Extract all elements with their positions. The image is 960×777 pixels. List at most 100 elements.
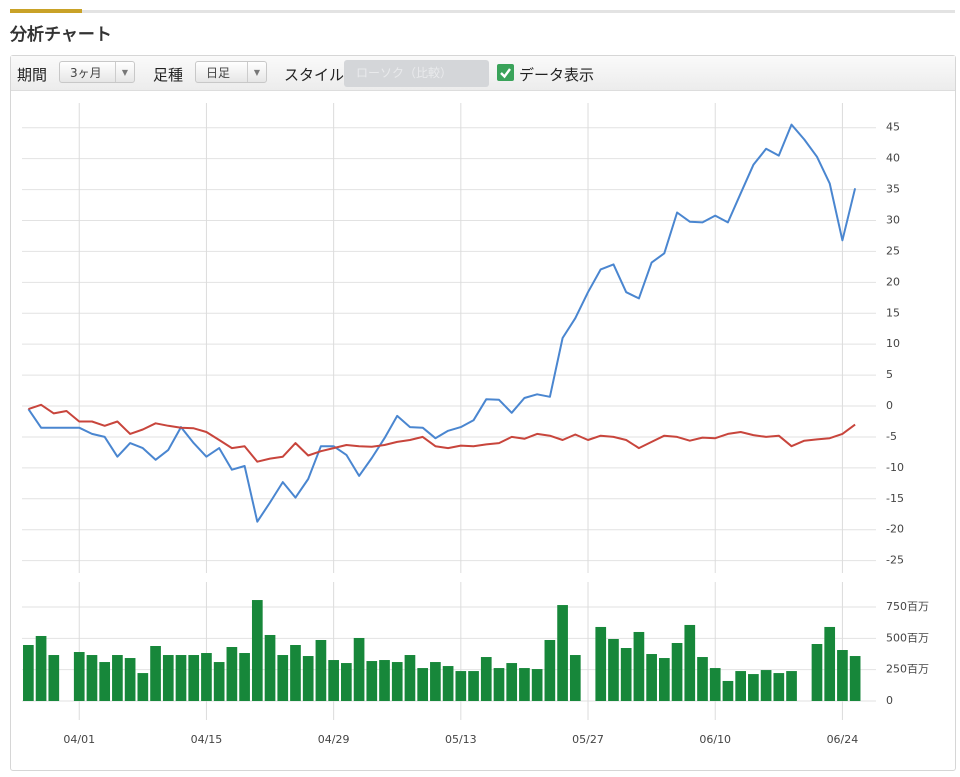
y-tick-label: -15 <box>886 492 904 505</box>
bar <box>849 656 861 701</box>
bar <box>506 663 518 701</box>
bar <box>328 660 339 701</box>
bar <box>811 644 823 701</box>
y-tick-label: 15 <box>886 306 900 319</box>
y-tick-label: 30 <box>886 214 900 227</box>
data-line <box>28 403 856 463</box>
x-tick-label: 06/24 <box>827 733 859 746</box>
bar <box>480 657 492 701</box>
bar <box>773 673 785 701</box>
y-tick-label: -20 <box>886 523 904 536</box>
bar <box>659 658 670 701</box>
bar <box>735 671 747 701</box>
bar <box>150 646 161 701</box>
bar <box>366 661 378 701</box>
bar <box>709 668 721 701</box>
bar <box>302 656 314 701</box>
bar <box>544 639 556 701</box>
bar <box>760 670 772 701</box>
bar <box>341 663 352 701</box>
y-tick-label: 40 <box>886 152 900 165</box>
y-tick-label: 5 <box>886 368 893 381</box>
bar <box>137 673 149 701</box>
bar <box>188 655 200 701</box>
bar <box>748 674 759 701</box>
accent-bar <box>10 9 82 13</box>
bar <box>226 647 238 701</box>
bar <box>442 666 454 701</box>
bar <box>671 642 683 701</box>
x-tick-label: 04/15 <box>191 733 223 746</box>
bar-type-label: 足種 <box>153 66 184 84</box>
bar <box>493 668 505 701</box>
chart-panel: 期間 3ヶ月 ▼ 足種 日足 ▼ スタイル ローソク（比較） データ表示 <box>10 55 956 771</box>
bar <box>251 600 263 701</box>
style-label: スタイル <box>284 66 345 84</box>
dropdown-arrow: ▼ <box>115 62 134 82</box>
bar <box>620 648 632 701</box>
bar <box>786 671 797 701</box>
period-select[interactable]: 3ヶ月 ▼ <box>59 61 135 83</box>
bar <box>48 655 60 701</box>
bar <box>633 631 645 701</box>
bar <box>86 655 98 701</box>
bar <box>531 669 543 701</box>
check-icon <box>500 68 511 79</box>
x-tick-label: 04/29 <box>318 733 350 746</box>
bar <box>608 638 619 701</box>
bar <box>569 655 581 701</box>
y-tick-label: 45 <box>886 121 900 134</box>
dropdown-arrow: ▼ <box>247 62 266 82</box>
bar <box>175 655 187 701</box>
bar <box>213 662 225 701</box>
y-tick-label: 25 <box>886 244 900 257</box>
bar <box>201 653 212 701</box>
y-tick-label: 35 <box>886 183 900 196</box>
bar <box>837 650 848 701</box>
bar <box>353 637 365 701</box>
bar <box>404 655 416 701</box>
y-tick-label: 0 <box>886 694 893 707</box>
bar <box>35 635 47 701</box>
bar <box>391 662 403 701</box>
checkbox[interactable] <box>497 64 514 81</box>
data-toggle-label[interactable]: データ表示 <box>519 66 595 84</box>
bar <box>646 654 657 701</box>
x-tick-label: 06/10 <box>699 733 731 746</box>
x-tick-label: 05/27 <box>572 733 604 746</box>
bar <box>455 671 467 701</box>
bar-type-value: 日足 <box>206 66 231 80</box>
y-tick-label: 20 <box>886 275 900 288</box>
bar <box>595 626 607 701</box>
bar <box>264 634 276 701</box>
bar <box>519 668 530 701</box>
divider <box>10 10 955 13</box>
x-tick-label: 04/01 <box>63 733 95 746</box>
y-tick-label: 750百万 <box>886 600 929 613</box>
section-title: 分析チャート <box>10 25 112 45</box>
bar <box>239 653 250 701</box>
bar <box>23 645 34 701</box>
y-tick-label: -5 <box>886 430 897 443</box>
toolbar: 期間 3ヶ月 ▼ 足種 日足 ▼ スタイル ローソク（比較） データ表示 <box>11 56 955 91</box>
x-tick-label: 05/13 <box>445 733 477 746</box>
bar <box>73 652 85 701</box>
y-tick-label: 10 <box>886 337 900 350</box>
bar <box>430 662 441 701</box>
bar <box>315 639 327 701</box>
bar <box>468 671 479 701</box>
bar <box>684 624 696 701</box>
bar <box>697 657 708 701</box>
bar <box>124 658 136 701</box>
bar-type-select[interactable]: 日足 ▼ <box>195 61 267 83</box>
bar <box>290 645 301 701</box>
bar <box>162 655 174 701</box>
bar <box>824 626 836 701</box>
y-tick-label: 500百万 <box>886 631 929 644</box>
y-tick-label: -10 <box>886 461 904 474</box>
bar <box>722 680 734 701</box>
bar <box>99 662 111 701</box>
y-tick-label: -25 <box>886 554 904 567</box>
